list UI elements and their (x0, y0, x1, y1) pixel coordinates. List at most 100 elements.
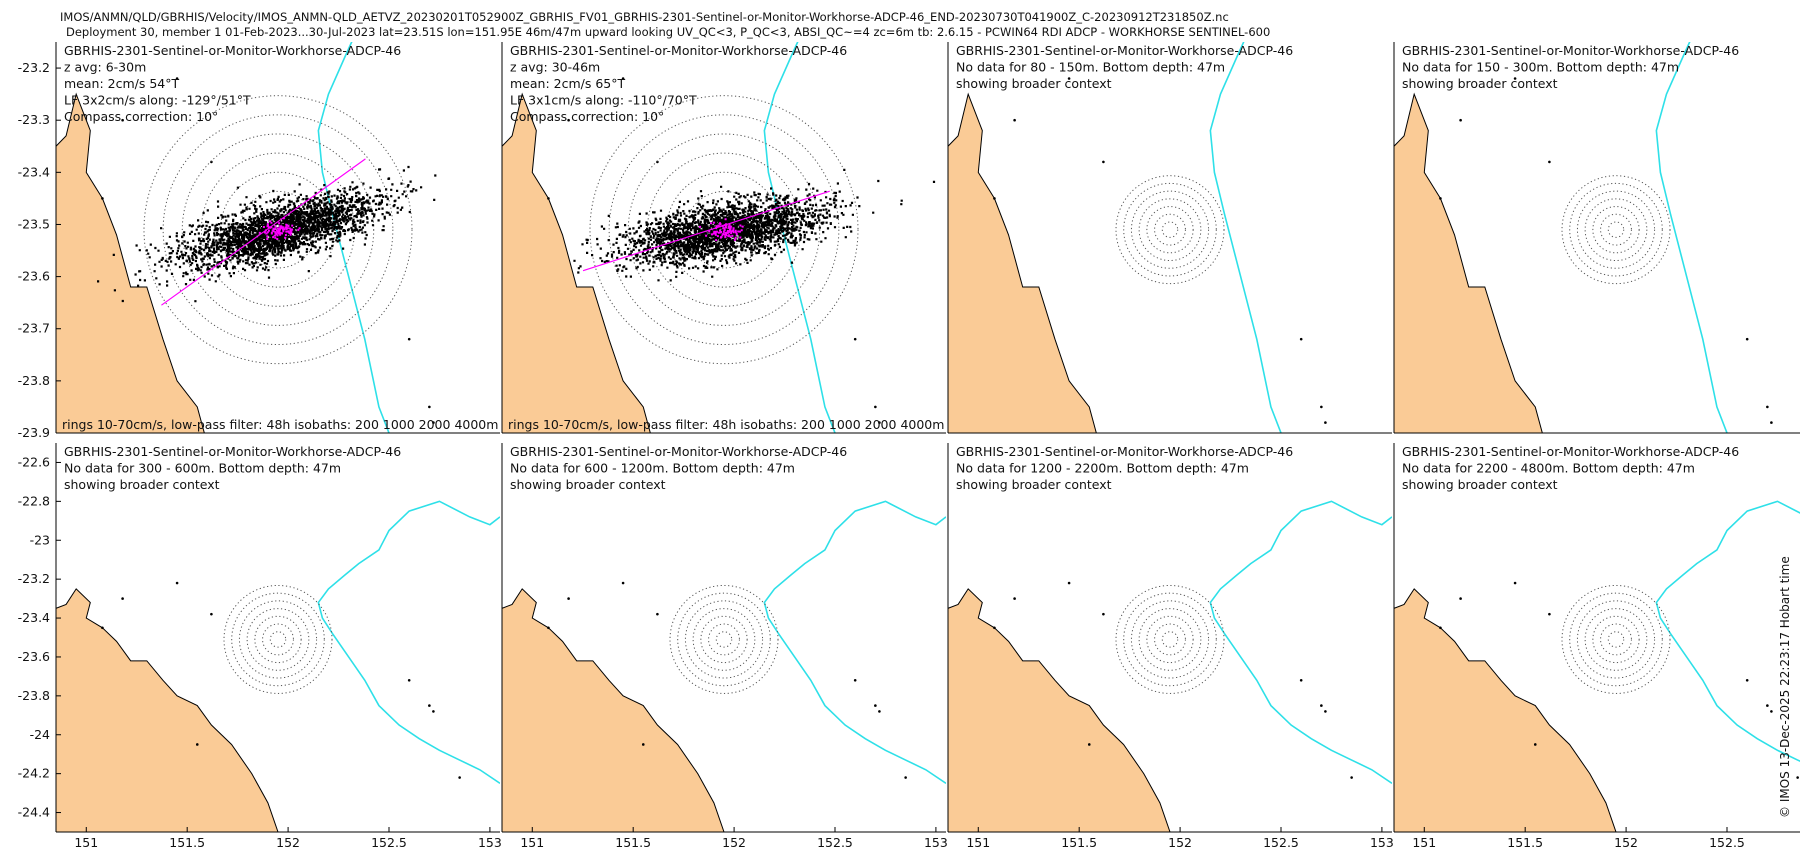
panel-1-1: GBRHIS-2301-Sentinel-or-Monitor-Workhors… (501, 443, 948, 850)
panel-text-line: No data for 300 - 600m. Bottom depth: 47… (64, 461, 341, 476)
isobath-line (763, 500, 946, 785)
x-tick-label: 151.5 (615, 835, 651, 850)
x-tick-label: 151.5 (1507, 835, 1543, 850)
y-tick-label: -22.8 (18, 493, 50, 508)
island-dot (1350, 776, 1353, 779)
x-tick-label: 152 (1614, 835, 1638, 850)
speed-ring (246, 608, 310, 671)
island-dot (1548, 160, 1551, 164)
island-dot (458, 599, 461, 602)
island-dot (1766, 704, 1769, 707)
island-dot (175, 77, 179, 80)
x-tick-label: 152.5 (371, 835, 407, 850)
speed-ring (1130, 600, 1210, 679)
x-tick-label: 152 (276, 835, 300, 850)
land-area (502, 42, 651, 433)
island-dot (656, 612, 659, 616)
isobath-line (1655, 500, 1800, 763)
header-line-1: IMOS/ANMN/QLD/GBRHIS/Velocity/IMOS_ANMN-… (60, 10, 1229, 24)
island-dot (458, 776, 461, 779)
x-tick-label: 153 (478, 835, 502, 850)
panel-text-line: showing broader context (1402, 76, 1558, 91)
panel-1-2: GBRHIS-2301-Sentinel-or-Monitor-Workhors… (947, 443, 1394, 850)
y-tick-label: -23.8 (18, 373, 50, 388)
island-dot (121, 597, 124, 600)
island-dot (904, 599, 907, 602)
speed-ring (684, 600, 764, 679)
island-dot (1087, 743, 1091, 746)
island-dot (1766, 405, 1769, 409)
speed-ring (627, 133, 821, 326)
speed-ring (1569, 182, 1663, 277)
island-dot (993, 626, 996, 630)
island-dot (1350, 599, 1353, 602)
y-tick-label: -24.4 (18, 805, 50, 820)
land-area (948, 569, 1171, 832)
speed-ring (238, 600, 318, 679)
y-tick-label: -23 (30, 532, 50, 547)
speed-ring (1561, 175, 1671, 285)
panel-footer: rings 10-70cm/s, low-pass filter: 48h is… (62, 417, 498, 432)
speed-ring (1161, 221, 1179, 238)
speed-ring (269, 631, 287, 648)
speed-ring (1161, 631, 1179, 648)
x-tick-label: 153 (924, 835, 948, 850)
speed-ring (1123, 182, 1217, 277)
speed-ring (1600, 623, 1632, 656)
panel-text-line: No data for 150 - 300m. Bottom depth: 47… (1402, 60, 1679, 75)
isobath-line (1209, 500, 1392, 785)
island-dot (641, 743, 645, 746)
speed-ring (262, 623, 294, 656)
island-dot (874, 704, 877, 707)
island-dot (121, 118, 124, 122)
x-tick-label: 151.5 (169, 835, 205, 850)
island-dot (1770, 710, 1773, 713)
island-dot (1324, 421, 1327, 424)
major-axis-line (161, 158, 366, 306)
y-tick-label: -23.7 (18, 321, 50, 336)
land-area (1394, 569, 1617, 832)
panel-1-3: GBRHIS-2301-Sentinel-or-Monitor-Workhors… (1393, 443, 1800, 850)
speed-ring (1607, 631, 1625, 648)
island-dot (1324, 710, 1327, 713)
island-dot (904, 776, 907, 779)
speed-ring (1576, 600, 1656, 679)
island-dot (432, 710, 435, 713)
speed-ring (1154, 623, 1186, 656)
panel-0-3: GBRHIS-2301-Sentinel-or-Monitor-Workhors… (1393, 42, 1800, 434)
panel-text-line: GBRHIS-2301-Sentinel-or-Monitor-Workhors… (510, 43, 847, 58)
island-dot (656, 160, 659, 164)
island-dot (428, 704, 431, 707)
speed-ring (1607, 221, 1625, 238)
island-dot (1320, 405, 1323, 409)
island-dot (428, 405, 431, 409)
panel-text-line: showing broader context (510, 477, 666, 492)
y-tick-label: -23.9 (18, 425, 50, 440)
panels-group: rings 10-70cm/s, low-pass filter: 48h is… (18, 42, 1800, 850)
mean-flow-cluster (258, 217, 301, 240)
speed-ring (1154, 213, 1186, 246)
island-dot (1067, 581, 1071, 585)
speed-ring (1592, 206, 1640, 254)
x-tick-label: 151 (966, 835, 990, 850)
island-dot (195, 743, 199, 746)
y-tick-label: -23.3 (18, 112, 50, 127)
island-dot (547, 626, 550, 630)
x-tick-label: 152.5 (1709, 835, 1745, 850)
panel-text-line: showing broader context (956, 76, 1112, 91)
panel-text-line: showing broader context (1402, 477, 1558, 492)
island-dot (407, 337, 411, 341)
speed-ring (1576, 190, 1656, 269)
panel-text-line: Compass correction: 10° (64, 109, 218, 124)
land-area (1394, 42, 1543, 433)
mean-flow-cluster (699, 218, 744, 242)
panel-text-line: No data for 2200 - 4800m. Bottom depth: … (1402, 461, 1695, 476)
panel-text-line: No data for 600 - 1200m. Bottom depth: 4… (510, 461, 795, 476)
island-dot (642, 510, 645, 513)
land-area (948, 42, 1097, 433)
island-dot (210, 160, 213, 164)
copyright-note: © IMOS 13-Dec-2025 22:23:17 Hobart time (1778, 556, 1792, 818)
y-tick-label: -23.8 (18, 688, 50, 703)
island-dot (1299, 678, 1303, 682)
speed-ring (1146, 206, 1194, 254)
